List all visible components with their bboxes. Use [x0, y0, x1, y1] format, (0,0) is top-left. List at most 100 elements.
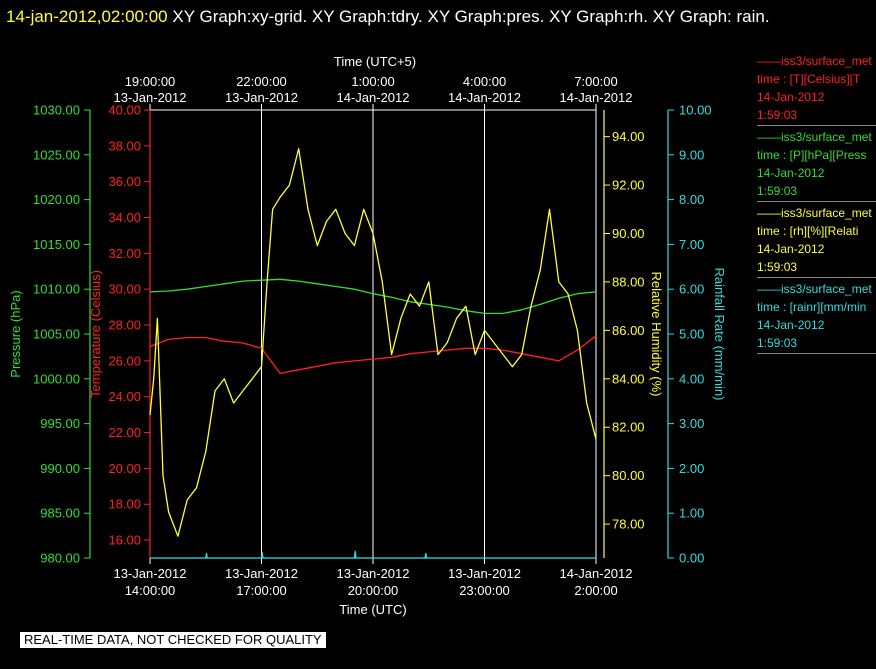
temperature-tick-label: 30.00: [108, 282, 141, 297]
x-tick-label-date: 13-Jan-2012: [225, 566, 298, 581]
rain-tick-label: 9.00: [679, 147, 704, 162]
grid: [149, 109, 597, 559]
temperature-tick-label: 20.00: [108, 461, 141, 476]
series-layer: [149, 148, 597, 559]
legend-line: 1:59:03: [757, 336, 798, 350]
legend-entry-pressure: ——iss3/surface_met time : [P][hPa][Press…: [757, 128, 876, 202]
temperature-tick-label: 18.00: [108, 497, 141, 512]
legend-line: ——iss3/surface_met: [757, 282, 872, 296]
pressure-tick-label: 1015.00: [33, 237, 80, 252]
humidity-tick-label: 88.00: [612, 274, 645, 289]
legend-line: 14-Jan-2012: [757, 242, 825, 256]
legend-entry-temperature: ——iss3/surface_met time : [T][Celsius][T…: [757, 52, 876, 126]
legend-entry-rain: ——iss3/surface_met time : [rainr][mm/min…: [757, 280, 876, 354]
temperature-tick-label: 24.00: [108, 389, 141, 404]
humidity-tick-label: 80.00: [612, 468, 645, 483]
series-line-humidity: [149, 148, 597, 537]
top-x-tick-label-time: 7:00:00: [574, 74, 617, 89]
top-x-tick-label-date: 14-Jan-2012: [560, 90, 633, 105]
temperature-tick-label: 40.00: [108, 103, 141, 118]
axes: 13-Jan-2012 14:00:00 13-Jan-2012 17:00:00 13…: [8, 54, 727, 617]
pressure-tick-label: 1005.00: [33, 327, 80, 342]
legend-line: ——iss3/surface_met: [757, 206, 872, 220]
pressure-tick-label: 1025.00: [33, 147, 80, 162]
top-x-tick-label-date: 14-Jan-2012: [337, 90, 410, 105]
legend-line: 1:59:03: [757, 260, 798, 274]
rain-tick-label: 6.00: [679, 282, 704, 297]
pressure-tick-label: 990.00: [40, 461, 80, 476]
x-tick-label-date: 13-Jan-2012: [448, 566, 521, 581]
legend-line: 14-Jan-2012: [757, 318, 825, 332]
humidity-tick-label: 92.00: [612, 178, 645, 193]
rain-tick-label: 5.00: [679, 327, 704, 342]
temperature-tick-label: 28.00: [108, 318, 141, 333]
legend-line: 1:59:03: [757, 108, 798, 122]
legend-line: time : [T][Celsius][T: [757, 72, 861, 86]
legend-line: ——iss3/surface_met: [757, 54, 872, 68]
humidity-axis-title: Relative Humidity (%): [649, 272, 664, 397]
rain-tick-label: 10.00: [679, 103, 712, 118]
top-x-tick-label-time: 22:00:00: [236, 74, 287, 89]
pressure-axis-title: Pressure (hPa): [8, 290, 23, 377]
humidity-tick-label: 78.00: [612, 517, 645, 532]
humidity-tick-label: 82.00: [612, 420, 645, 435]
temperature-tick-label: 26.00: [108, 353, 141, 368]
series-line-rain: [150, 550, 596, 559]
x-axis-title: Time (UTC): [339, 602, 406, 617]
pressure-tick-label: 1030.00: [33, 103, 80, 118]
temperature-tick-label: 16.00: [108, 533, 141, 548]
legend-line: 1:59:03: [757, 184, 798, 198]
rain-tick-label: 2.00: [679, 461, 704, 476]
legend-line: ——iss3/surface_met: [757, 130, 872, 144]
top-x-tick-label-date: 14-Jan-2012: [448, 90, 521, 105]
legend-line: 14-Jan-2012: [757, 166, 825, 180]
x-tick-label-time: 14:00:00: [125, 583, 176, 598]
legend-line: time : [rh][%][Relati: [757, 224, 859, 238]
x-tick-label-date: 13-Jan-2012: [114, 566, 187, 581]
x-tick-label-time: 17:00:00: [236, 583, 287, 598]
chart-header: 14-jan-2012,02:00:00 XY Graph:xy-grid. X…: [6, 2, 866, 31]
series-line-pressure: [149, 278, 597, 315]
top-axis-title: Time (UTC+5): [334, 54, 416, 69]
rain-tick-label: 8.00: [679, 192, 704, 207]
temperature-tick-label: 36.00: [108, 174, 141, 189]
top-x-tick-label-date: 13-Jan-2012: [114, 90, 187, 105]
temperature-tick-label: 32.00: [108, 246, 141, 261]
rain-axis-title: Rainfall Rate (mm/min): [712, 268, 727, 401]
temperature-axis-title: Temperature (Celsius): [88, 270, 103, 398]
rain-tick-label: 4.00: [679, 371, 704, 386]
humidity-tick-label: 86.00: [612, 323, 645, 338]
humidity-tick-label: 90.00: [612, 226, 645, 241]
humidity-tick-label: 94.00: [612, 129, 645, 144]
rain-tick-label: 1.00: [679, 506, 704, 521]
temperature-tick-label: 38.00: [108, 138, 141, 153]
top-x-tick-label-time: 4:00:00: [463, 74, 506, 89]
legend: ——iss3/surface_met time : [T][Celsius][T…: [757, 52, 876, 356]
legend-line: 14-Jan-2012: [757, 90, 825, 104]
header-datetime: 14-jan-2012,02:00:00: [6, 7, 168, 26]
pressure-tick-label: 1000.00: [33, 371, 80, 386]
pressure-tick-label: 995.00: [40, 416, 80, 431]
humidity-tick-label: 84.00: [612, 371, 645, 386]
rain-tick-label: 7.00: [679, 237, 704, 252]
legend-line: time : [P][hPa][Press: [757, 148, 867, 162]
top-x-tick-label-date: 13-Jan-2012: [225, 90, 298, 105]
rain-tick-label: 3.00: [679, 416, 704, 431]
x-tick-label-time: 2:00:00: [574, 583, 617, 598]
x-tick-label-date: 14-Jan-2012: [560, 566, 633, 581]
pressure-tick-label: 1020.00: [33, 192, 80, 207]
legend-line: time : [rainr][mm/min: [757, 300, 867, 314]
top-x-tick-label-time: 1:00:00: [351, 74, 394, 89]
x-tick-label-time: 20:00:00: [348, 583, 399, 598]
legend-entry-humidity: ——iss3/surface_met time : [rh][%][Relati…: [757, 204, 876, 278]
temperature-tick-label: 34.00: [108, 210, 141, 225]
top-x-tick-label-time: 19:00:00: [125, 74, 176, 89]
pressure-tick-label: 1010.00: [33, 282, 80, 297]
x-tick-label-date: 13-Jan-2012: [337, 566, 410, 581]
x-tick-label-time: 23:00:00: [459, 583, 510, 598]
quality-disclaimer: REAL-TIME DATA, NOT CHECKED FOR QUALITY: [20, 632, 326, 648]
pressure-tick-label: 985.00: [40, 506, 80, 521]
pressure-tick-label: 980.00: [40, 551, 80, 566]
header-title: XY Graph:xy-grid. XY Graph:tdry. XY Grap…: [172, 7, 770, 26]
